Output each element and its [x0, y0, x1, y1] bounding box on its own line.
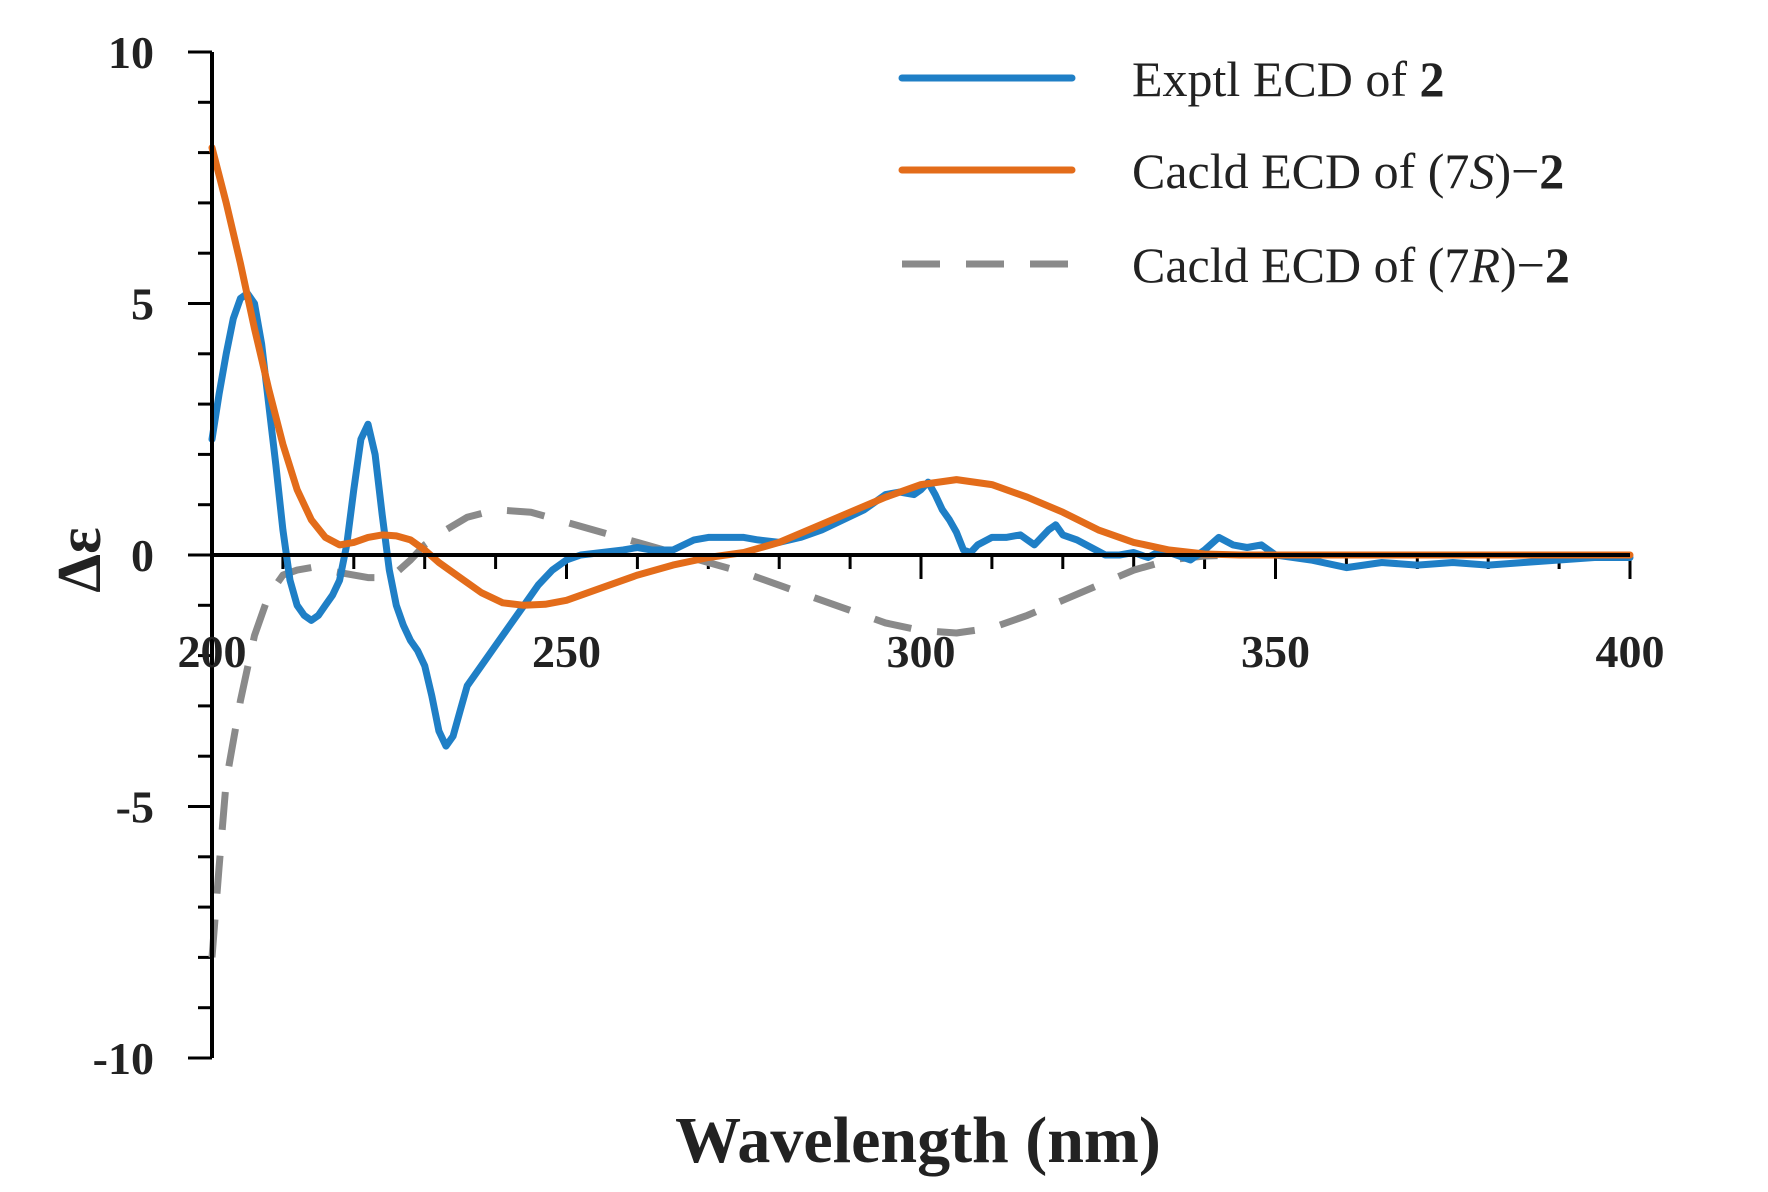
legend-text-7r-suffix: )−: [1500, 237, 1545, 293]
y-tick-label: 10: [108, 27, 154, 78]
labels-layer: 10 5 0 -5 -10 200 250 300 350 400: [93, 27, 1665, 1084]
x-tick-label: 400: [1596, 626, 1665, 677]
x-tick-label: 300: [887, 626, 956, 677]
legend-text-7s-prefix: Cacld ECD of (7: [1132, 143, 1469, 199]
y-tick-label: -5: [116, 782, 154, 833]
x-tick-label: 250: [532, 626, 601, 677]
y-tick-label: 5: [131, 279, 154, 330]
legend-label-7s: Cacld ECD of (7S)−2: [1132, 143, 1564, 199]
legend-text-7s-config: S: [1469, 143, 1494, 199]
y-tick-label: -10: [93, 1033, 154, 1084]
legend-text-7r-config: R: [1468, 237, 1500, 293]
axes-layer: [210, 52, 1630, 1058]
legend-text-7s-compound: 2: [1539, 143, 1564, 199]
legend: Exptl ECD of 2 Cacld ECD of (7S)−2 Cacld…: [898, 51, 1570, 293]
x-axis-title: Wavelength (nm): [675, 1104, 1161, 1177]
x-tick-label: 200: [178, 626, 247, 677]
legend-text-exptl-compound: 2: [1419, 51, 1444, 107]
y-tick-label: 0: [131, 530, 154, 581]
series-line-exptl-ecd-of-2: [208, 289, 1634, 750]
x-tick-label: 350: [1241, 626, 1310, 677]
legend-label-exptl: Exptl ECD of 2: [1132, 51, 1444, 107]
y-axis-title: Δε: [46, 527, 114, 592]
legend-text-7r-compound: 2: [1545, 237, 1570, 293]
series-line-cacld-ecd-of-7s-2: [208, 144, 1634, 609]
legend-text-7r-prefix: Cacld ECD of (7: [1132, 237, 1469, 293]
legend-label-7r: Cacld ECD of (7R)−2: [1132, 237, 1570, 293]
legend-text-7s-suffix: )−: [1494, 143, 1539, 199]
legend-text-exptl-prefix: Exptl ECD of: [1132, 51, 1419, 107]
